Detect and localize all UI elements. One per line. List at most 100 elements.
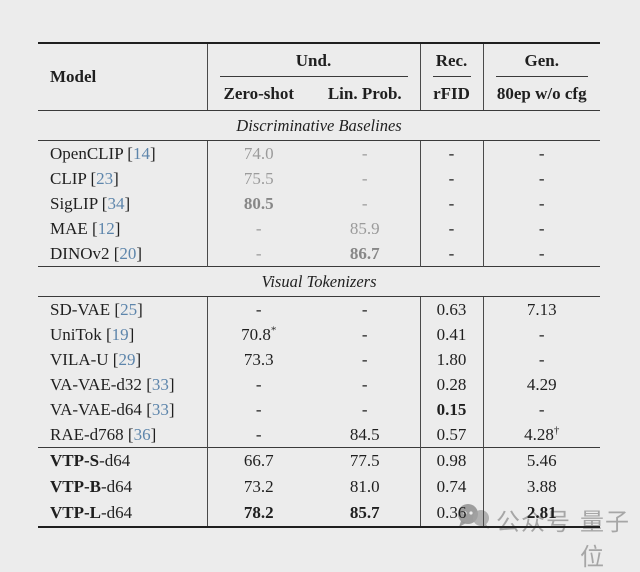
citation-link[interactable]: 12 <box>97 218 115 238</box>
cell-model: OpenCLIP [14] <box>50 143 156 163</box>
citation-link[interactable]: 29 <box>118 349 136 369</box>
cell-rfid: 0.28 <box>419 372 483 397</box>
cell-zero-shot: 73.2 <box>206 474 310 500</box>
cell-zero-shot: - <box>206 372 310 397</box>
cell-zero-shot: - <box>206 397 310 422</box>
cell-rfid: 0.36 <box>419 500 483 527</box>
cell-lin-prob: 85.7 <box>349 503 380 522</box>
cell-zero-shot: 74.0 <box>206 140 310 166</box>
table-row: SD-VAE [25] - - 0.63 7.13 <box>38 296 600 322</box>
cell-zero-shot: 75.5 <box>206 166 310 191</box>
cell-lin-prob: - <box>361 349 368 369</box>
table-row: MAE [12] - 85.9 - - <box>38 216 600 241</box>
paper-table-screenshot: 公众号 量子位 Model Und. Rec. Gen. Zero-shot L… <box>38 42 629 571</box>
table-row: VA-VAE-d64 [33] - - 0.15 - <box>38 397 600 422</box>
section-title-row: Visual Tokenizers <box>38 266 600 297</box>
cell-model: VA-VAE-d32 [33] <box>50 374 175 394</box>
cell-lin-prob: - <box>361 324 368 344</box>
cell-lin-prob: - <box>361 374 368 394</box>
cell-lin-prob: 77.5 <box>310 447 420 474</box>
table-row: OpenCLIP [14] 74.0 - - - <box>38 140 600 166</box>
cell-lin-prob: - <box>361 399 368 419</box>
cell-zero-shot: 70.8* <box>206 322 310 347</box>
cell-gen: - <box>482 397 600 422</box>
cell-gen: - <box>482 322 600 347</box>
table-row: VILA-U [29] 73.3 - 1.80 - <box>38 347 600 372</box>
cell-rfid: 0.15 <box>419 397 483 422</box>
header-group-row: Model Und. Rec. Gen. <box>38 43 600 86</box>
cell-rfid: 1.80 <box>419 347 483 372</box>
cell-model: VTP-S-d64 <box>38 447 207 474</box>
cell-gen: 2.81 <box>482 500 600 527</box>
col-header-rfid: rFID <box>419 77 483 111</box>
cell-model: VTP-B-d64 <box>50 477 133 496</box>
table-row: SigLIP [34] 80.5 - - - <box>38 191 600 216</box>
cell-model: VA-VAE-d64 [33] <box>50 399 175 419</box>
cell-gen: - <box>482 140 600 166</box>
table-row: RAE-d768 [36] - 84.5 0.57 4.28† <box>38 422 600 448</box>
cell-gen: 5.46 <box>482 447 600 474</box>
citation-link[interactable]: 36 <box>133 424 151 444</box>
cell-model: RAE-d768 [36] <box>50 424 157 444</box>
cell-lin-prob: 86.7 <box>349 243 380 263</box>
citation-link[interactable]: 34 <box>107 193 125 213</box>
col-group-rec: Rec. <box>419 43 483 77</box>
cell-rfid: 0.41 <box>419 322 483 347</box>
citation-link[interactable]: 20 <box>119 243 137 263</box>
cell-rfid: - <box>419 166 483 191</box>
cell-gen: - <box>482 166 600 191</box>
cell-zero-shot: - <box>206 422 310 448</box>
cell-model: MAE [12] <box>50 218 121 238</box>
cell-zero-shot: - <box>206 296 310 322</box>
section-title-row: Discriminative Baselines <box>38 110 600 141</box>
citation-link[interactable]: 19 <box>111 324 129 344</box>
table-row: VTP-S-d64 66.7 77.5 0.98 5.46 <box>38 447 600 474</box>
cell-lin-prob: 81.0 <box>349 477 380 496</box>
cell-zero-shot: - <box>206 216 310 241</box>
cell-lin-prob: - <box>361 143 368 163</box>
col-group-gen: Gen. <box>482 43 600 77</box>
table-row: CLIP [23] 75.5 - - - <box>38 166 600 191</box>
col-header-zero-shot: Zero-shot <box>206 77 310 111</box>
cell-gen: - <box>482 347 600 372</box>
cell-rfid: - <box>419 216 483 241</box>
cell-rfid: - <box>419 140 483 166</box>
table-row: VTP-B-d64 73.2 81.0 0.74 3.88 <box>38 474 600 500</box>
cell-gen: 3.88 <box>482 474 600 500</box>
cell-zero-shot: 80.5 <box>206 191 310 216</box>
table-row: DINOv2 [20] - 86.7 - - <box>38 241 600 267</box>
col-header-lin-prob: Lin. Prob. <box>310 77 420 111</box>
citation-link[interactable]: 14 <box>132 143 150 163</box>
footnote-marker: † <box>553 423 560 436</box>
col-header-80ep: 80ep w/o cfg <box>482 77 600 111</box>
footnote-marker: * <box>270 323 277 336</box>
cell-model: VTP-L-d64 <box>50 503 133 522</box>
col-header-model: Model <box>50 67 97 86</box>
cell-rfid: 0.57 <box>419 422 483 448</box>
cell-lin-prob: 85.9 <box>349 218 380 238</box>
citation-link[interactable]: 23 <box>96 168 114 188</box>
cell-lin-prob: - <box>361 168 368 188</box>
cell-zero-shot: 66.7 <box>206 447 310 474</box>
cell-zero-shot: 78.2 <box>206 500 310 527</box>
cell-gen: 7.13 <box>482 296 600 322</box>
citation-link[interactable]: 33 <box>151 374 169 394</box>
citation-link[interactable]: 25 <box>120 299 138 319</box>
citation-link[interactable]: 33 <box>151 399 169 419</box>
table-row: UniTok [19] 70.8* - 0.41 - <box>38 322 600 347</box>
cell-lin-prob: 84.5 <box>349 424 380 444</box>
cell-zero-shot: 73.3 <box>206 347 310 372</box>
col-group-und: Und. <box>206 43 420 77</box>
cell-model: VILA-U [29] <box>50 349 142 369</box>
cell-lin-prob: - <box>361 299 368 319</box>
section-title: Discriminative Baselines <box>38 110 600 141</box>
table-row: VTP-L-d64 78.2 85.7 0.36 2.81 <box>38 500 600 527</box>
cell-model: DINOv2 [20] <box>50 243 143 263</box>
cell-zero-shot: - <box>206 241 310 267</box>
cell-model: CLIP [23] <box>50 168 119 188</box>
results-table: Model Und. Rec. Gen. Zero-shot Lin. Prob… <box>38 42 600 528</box>
cell-model: SigLIP [34] <box>50 193 131 213</box>
cell-rfid: - <box>419 191 483 216</box>
cell-gen: - <box>482 216 600 241</box>
cell-gen: 4.29 <box>482 372 600 397</box>
